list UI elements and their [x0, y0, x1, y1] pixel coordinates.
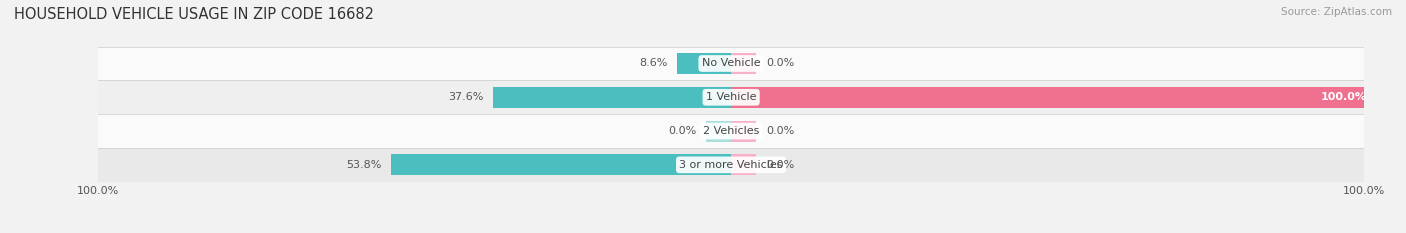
Text: 3 or more Vehicles: 3 or more Vehicles — [679, 160, 783, 170]
Bar — [731, 121, 756, 141]
Bar — [706, 121, 731, 141]
Text: 0.0%: 0.0% — [668, 126, 696, 136]
Text: HOUSEHOLD VEHICLE USAGE IN ZIP CODE 16682: HOUSEHOLD VEHICLE USAGE IN ZIP CODE 1668… — [14, 7, 374, 22]
Bar — [731, 53, 756, 74]
Bar — [98, 114, 1364, 148]
Text: 0.0%: 0.0% — [766, 126, 794, 136]
Text: 37.6%: 37.6% — [449, 92, 484, 102]
Bar — [98, 148, 1364, 182]
Bar — [391, 154, 731, 175]
Text: 8.6%: 8.6% — [638, 58, 668, 69]
Bar — [676, 53, 731, 74]
Bar — [98, 47, 1364, 80]
Text: 0.0%: 0.0% — [766, 160, 794, 170]
Bar — [98, 80, 1364, 114]
Bar — [494, 87, 731, 108]
Text: No Vehicle: No Vehicle — [702, 58, 761, 69]
Text: 0.0%: 0.0% — [766, 58, 794, 69]
Bar — [731, 87, 1364, 108]
Text: Source: ZipAtlas.com: Source: ZipAtlas.com — [1281, 7, 1392, 17]
Bar — [731, 154, 756, 175]
Text: 2 Vehicles: 2 Vehicles — [703, 126, 759, 136]
Text: 100.0%: 100.0% — [1322, 92, 1367, 102]
Text: 1 Vehicle: 1 Vehicle — [706, 92, 756, 102]
Text: 53.8%: 53.8% — [346, 160, 381, 170]
